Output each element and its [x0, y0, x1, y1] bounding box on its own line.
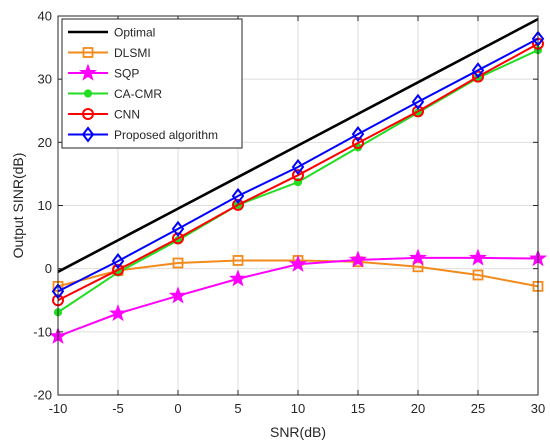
data-point-sqp: [228, 269, 248, 287]
series-line-proposed-algorithm: [57, 37, 539, 293]
data-point-proposed-algorithm: [231, 187, 245, 205]
legend-label: SQP: [114, 67, 139, 81]
legend: Optimal DLSMI SQP CA-CMR CNN Proposed algorit…: [61, 18, 243, 149]
x-tick-label: 0: [174, 401, 181, 416]
data-point-proposed-algorithm: [291, 158, 305, 176]
x-tick-label: -10: [49, 401, 68, 416]
legend-label: DLSMI: [114, 46, 151, 60]
data-point-sqp: [408, 248, 428, 266]
x-tick-label: 30: [531, 401, 545, 416]
x-tick-label: -5: [112, 401, 124, 416]
y-tick-label: 30: [38, 72, 52, 87]
x-tick-label: 15: [351, 401, 365, 416]
data-point-cnn: [232, 198, 244, 211]
y-tick-label: -10: [33, 324, 52, 339]
legend-label: Optimal: [114, 26, 155, 40]
data-point-proposed-algorithm: [411, 93, 425, 111]
series-cnn: [52, 37, 544, 307]
y-tick-label: 40: [38, 9, 52, 24]
x-tick-label: 20: [411, 401, 425, 416]
legend-item-dlsmi: DLSMI: [68, 46, 151, 60]
data-point-proposed-algorithm: [111, 252, 125, 270]
series-line-optimal: [57, 18, 539, 273]
x-tick-label: 25: [471, 401, 485, 416]
data-point-dlsmi: [172, 257, 184, 269]
series-line-cnn: [57, 42, 539, 302]
x-axis-label: SNR(dB): [270, 424, 326, 440]
legend-item-ca-cmr: CA-CMR: [68, 87, 162, 101]
data-point-dlsmi: [472, 269, 484, 281]
data-point-cnn: [412, 105, 424, 118]
data-point-dlsmi: [232, 255, 244, 266]
y-tick-label: 0: [45, 261, 52, 276]
data-point-sqp: [168, 286, 188, 304]
legend-swatch-marker: [78, 63, 98, 81]
data-point-cnn: [292, 169, 304, 182]
y-tick-label: -20: [33, 388, 52, 403]
legend-item-optimal: Optimal: [68, 26, 155, 40]
y-axis-label: Output SINR(dB): [10, 153, 26, 259]
x-tick-label: 5: [234, 401, 241, 416]
legend-box: [61, 18, 243, 149]
legend-item-sqp: SQP: [68, 63, 139, 81]
legend-label: Proposed algorithm: [114, 128, 218, 142]
y-tick-label: 20: [38, 135, 52, 150]
legend-swatch-marker: [81, 126, 95, 143]
legend-swatch-marker: [82, 108, 94, 120]
data-point-sqp: [468, 248, 488, 266]
data-point-dlsmi: [412, 261, 424, 273]
data-point-cnn: [472, 70, 484, 83]
legend-item-proposed-algorithm: Proposed algorithm: [68, 126, 218, 143]
data-point-cnn: [112, 263, 124, 276]
data-point-cnn: [352, 136, 364, 149]
data-point-proposed-algorithm: [171, 220, 185, 238]
legend-item-cnn: CNN: [68, 108, 140, 122]
legend-swatch-marker: [83, 89, 93, 98]
x-tick-label: 10: [291, 401, 305, 416]
legend-swatch-marker: [82, 47, 94, 58]
series-proposed-algorithm: [51, 30, 545, 300]
data-point-proposed-algorithm: [351, 125, 365, 143]
legend-label: CA-CMR: [114, 87, 162, 101]
data-point-sqp: [108, 304, 128, 322]
data-point-cnn: [172, 232, 184, 245]
data-point-proposed-algorithm: [471, 62, 485, 79]
legend-label: CNN: [114, 108, 140, 122]
series-optimal: [57, 18, 539, 273]
y-tick-label: 10: [38, 198, 52, 213]
data-point-sqp: [348, 250, 368, 268]
data-point-sqp: [288, 254, 308, 272]
